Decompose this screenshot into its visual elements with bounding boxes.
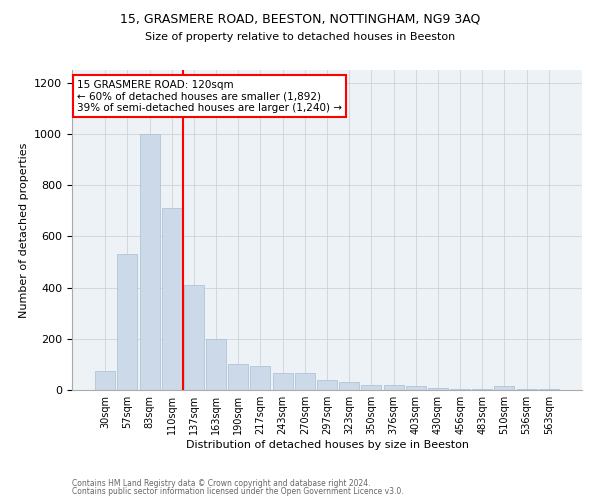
Bar [450,388,470,390]
Bar [383,386,404,390]
Bar [162,208,182,390]
Bar [539,389,559,390]
Bar [140,134,160,390]
Text: Size of property relative to detached houses in Beeston: Size of property relative to detached ho… [145,32,455,42]
Bar [295,374,315,390]
Bar [272,374,293,390]
Bar [428,388,448,390]
Bar [517,389,536,390]
Bar [206,339,226,390]
Bar [339,382,359,390]
Bar [118,254,137,390]
Bar [317,380,337,390]
Text: 15 GRASMERE ROAD: 120sqm
← 60% of detached houses are smaller (1,892)
39% of sem: 15 GRASMERE ROAD: 120sqm ← 60% of detach… [77,80,342,113]
Bar [361,385,382,390]
Text: Contains public sector information licensed under the Open Government Licence v3: Contains public sector information licen… [72,487,404,496]
Text: 15, GRASMERE ROAD, BEESTON, NOTTINGHAM, NG9 3AQ: 15, GRASMERE ROAD, BEESTON, NOTTINGHAM, … [120,12,480,26]
Bar [95,371,115,390]
Bar [472,389,492,390]
Bar [406,386,426,390]
Text: Contains HM Land Registry data © Crown copyright and database right 2024.: Contains HM Land Registry data © Crown c… [72,478,371,488]
Y-axis label: Number of detached properties: Number of detached properties [19,142,29,318]
Bar [184,285,204,390]
Bar [250,366,271,390]
Bar [228,364,248,390]
Bar [494,386,514,390]
X-axis label: Distribution of detached houses by size in Beeston: Distribution of detached houses by size … [185,440,469,450]
